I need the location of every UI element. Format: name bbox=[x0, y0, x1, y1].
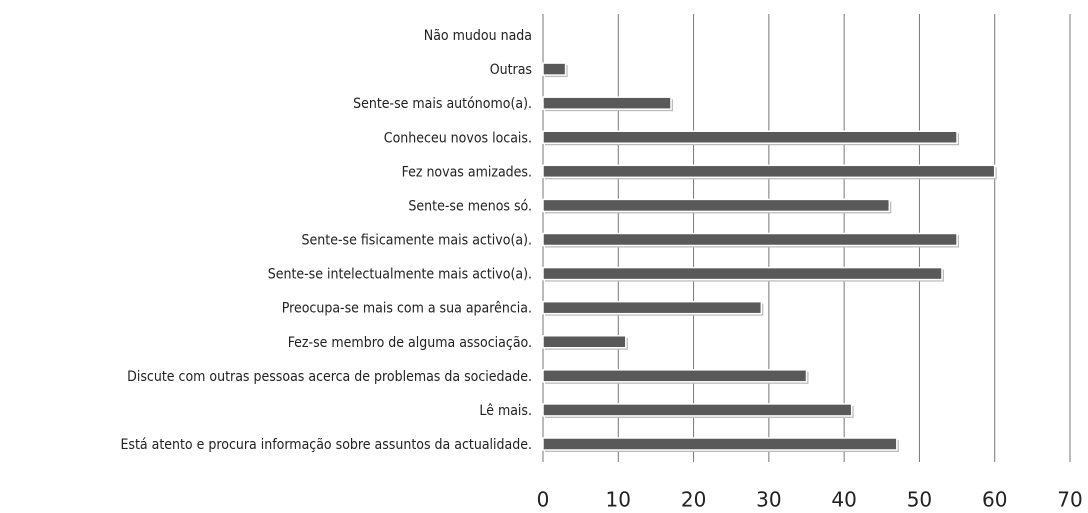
x-tick-label: 10 bbox=[606, 488, 631, 512]
y-tick-label: Conheceu novos locais. bbox=[384, 130, 532, 146]
x-tick-label: 40 bbox=[831, 488, 856, 512]
y-tick-label: Não mudou nada bbox=[424, 28, 532, 44]
x-tick-label: 50 bbox=[907, 488, 932, 512]
y-tick-label: Fez novas amizades. bbox=[402, 164, 532, 180]
bar bbox=[542, 266, 943, 281]
x-tick-label: 20 bbox=[681, 488, 706, 512]
x-tick-label: 60 bbox=[982, 488, 1007, 512]
y-tick-label: Preocupa-se mais com a sua aparência. bbox=[282, 301, 532, 317]
y-tick-label: Outras bbox=[490, 62, 532, 78]
bar bbox=[542, 96, 672, 110]
y-tick-label: Lê mais. bbox=[479, 403, 532, 419]
x-tick-label: 0 bbox=[537, 488, 550, 512]
bar bbox=[542, 62, 567, 76]
bar bbox=[542, 198, 891, 213]
bar bbox=[542, 300, 763, 315]
y-tick-label: Sente-se intelectualmente mais activo(a)… bbox=[268, 267, 532, 283]
bar bbox=[542, 232, 958, 247]
y-tick-label: Está atento e procura informação sobre a… bbox=[120, 437, 532, 453]
bar bbox=[542, 369, 808, 383]
bar bbox=[542, 403, 853, 417]
y-tick-label: Sente-se mais autónomo(a). bbox=[353, 96, 532, 112]
bar bbox=[542, 335, 627, 349]
bar bbox=[542, 437, 898, 451]
y-tick-label: Discute com outras pessoas acerca de pro… bbox=[127, 369, 532, 385]
y-tick-label: Sente-se menos só. bbox=[408, 198, 532, 214]
bar bbox=[542, 130, 958, 144]
y-tick-label: Sente-se fisicamente mais activo(a). bbox=[302, 233, 532, 249]
x-tick-label: 30 bbox=[756, 488, 781, 512]
x-tick-label: 70 bbox=[1057, 488, 1082, 512]
y-tick-label: Fez-se membro de alguma associação. bbox=[288, 335, 532, 351]
bar bbox=[542, 164, 996, 179]
